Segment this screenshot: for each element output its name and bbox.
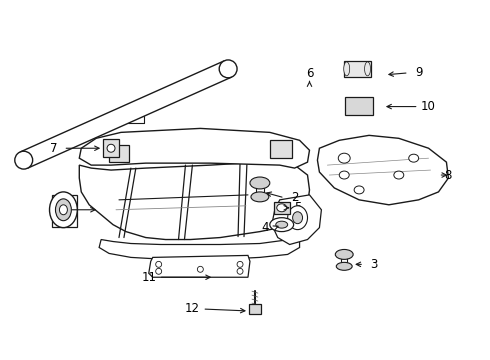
Ellipse shape [197,266,203,272]
Polygon shape [272,195,321,244]
Ellipse shape [288,206,308,230]
Text: 6: 6 [306,67,313,80]
Text: 7: 7 [50,142,57,155]
Ellipse shape [251,192,269,202]
Polygon shape [274,202,290,214]
Ellipse shape [49,192,77,228]
Ellipse shape [335,249,353,260]
Polygon shape [249,304,261,314]
Text: 11: 11 [141,271,156,284]
Ellipse shape [354,186,364,194]
Text: 5: 5 [294,201,301,214]
Ellipse shape [59,205,68,215]
Text: 10: 10 [421,100,436,113]
Ellipse shape [343,62,350,76]
Text: 8: 8 [445,168,452,181]
Ellipse shape [15,151,33,169]
Text: 3: 3 [370,258,378,271]
Ellipse shape [237,261,243,267]
Ellipse shape [336,262,352,270]
Polygon shape [51,195,77,227]
Text: 9: 9 [415,66,422,79]
Polygon shape [345,96,373,114]
Ellipse shape [394,171,404,179]
Polygon shape [79,162,310,239]
Ellipse shape [156,268,162,274]
Ellipse shape [237,268,243,274]
Ellipse shape [156,261,162,267]
Polygon shape [149,255,250,277]
Ellipse shape [293,212,302,224]
Text: 12: 12 [185,302,200,315]
Ellipse shape [339,171,349,179]
Polygon shape [256,183,264,197]
Polygon shape [109,145,129,162]
Text: 2: 2 [291,192,298,204]
Polygon shape [99,235,299,260]
Ellipse shape [107,144,115,152]
Ellipse shape [276,221,288,228]
Polygon shape [343,61,370,77]
Polygon shape [341,255,347,266]
Polygon shape [79,129,310,168]
Ellipse shape [270,218,294,231]
Ellipse shape [277,204,287,212]
Ellipse shape [219,60,237,78]
Polygon shape [270,140,292,158]
Polygon shape [103,139,119,157]
Ellipse shape [365,62,370,76]
Ellipse shape [55,199,72,221]
Ellipse shape [250,177,270,189]
Polygon shape [20,61,232,168]
Ellipse shape [338,153,350,163]
Ellipse shape [409,154,418,162]
Polygon shape [318,135,448,205]
Text: 1: 1 [56,203,63,216]
Text: 4: 4 [261,221,269,234]
